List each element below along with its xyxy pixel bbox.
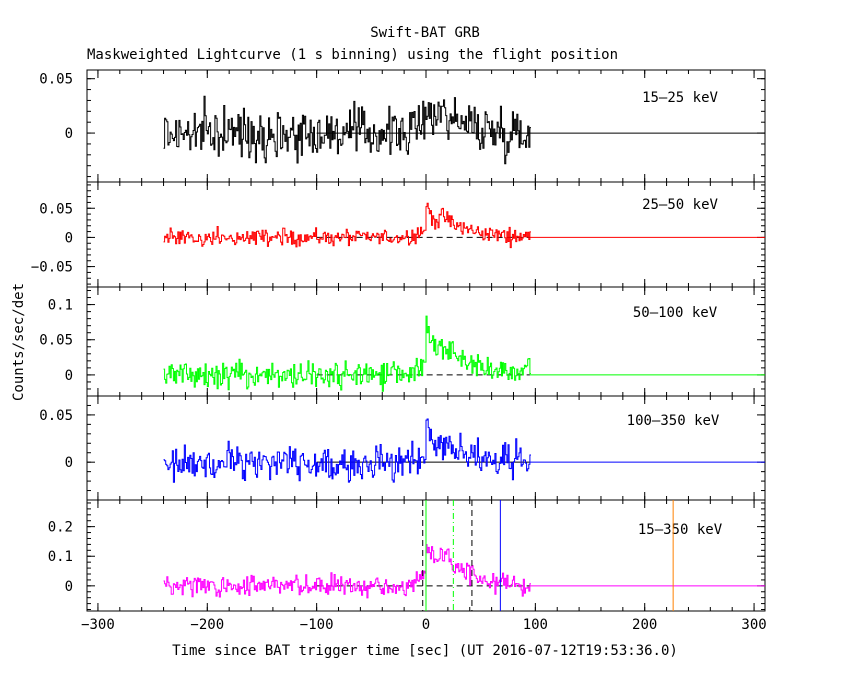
y-tick-label: 0.05 xyxy=(39,333,73,349)
y-tick-label: 0.05 xyxy=(39,201,73,217)
panel-band-label: 15–25 keV xyxy=(642,90,718,106)
panel-band-label: 25–50 keV xyxy=(642,197,718,213)
y-tick-label: 0.1 xyxy=(48,298,73,314)
y-tick-label: 0 xyxy=(65,230,73,246)
y-axis-label: Counts/sec/det xyxy=(11,283,27,401)
y-tick-label: 0 xyxy=(65,368,73,384)
y-tick-label: −0.05 xyxy=(31,260,73,276)
x-tick-label: 200 xyxy=(632,617,657,633)
y-tick-label: 0 xyxy=(65,455,73,471)
panel-band-label: 50–100 keV xyxy=(633,305,718,321)
panel-25-50-kev: 25–50 keV −0.05 0 0.05 xyxy=(31,181,766,288)
x-tick-label: 300 xyxy=(741,617,766,633)
y-tick-label: 0.1 xyxy=(48,549,73,565)
x-tick-label: 100 xyxy=(523,617,548,633)
chart-subtitle: Maskweighted Lightcurve (1 s binning) us… xyxy=(87,47,618,63)
panel-100-350-kev: 100–350 keV 0 0.05 xyxy=(39,395,766,501)
lightcurve-line xyxy=(163,315,531,392)
x-tick-label: −100 xyxy=(300,617,334,633)
y-tick-label: 0.05 xyxy=(39,408,73,424)
panel-band-label: 15–350 keV xyxy=(638,522,723,538)
y-tick-label: 0.05 xyxy=(39,72,73,88)
lightcurve-line xyxy=(163,95,531,165)
panel-15-350-kev: 15–350 keV 0 0.1 0.2 xyxy=(48,499,766,612)
panel-50-100-kev: 50–100 keV 0 0.05 0.1 xyxy=(39,286,766,397)
lightcurve-line xyxy=(163,202,531,249)
y-tick-label: 0 xyxy=(65,579,73,595)
x-tick-label: −300 xyxy=(81,617,115,633)
x-tick-labels: −300 −200 −100 0 100 200 300 xyxy=(81,617,767,633)
lightcurve-line xyxy=(163,544,531,599)
y-tick-label: 0 xyxy=(65,126,73,142)
panel-band-label: 100–350 keV xyxy=(627,413,720,429)
x-tick-label: −200 xyxy=(190,617,224,633)
y-tick-label: 0.2 xyxy=(48,520,73,536)
lightcurve-line xyxy=(163,418,531,483)
panel-15-25-kev: 15–25 keV 0 0.05 xyxy=(39,69,766,183)
x-axis-label: Time since BAT trigger time [sec] (UT 20… xyxy=(172,643,678,659)
chart-title: Swift-BAT GRB xyxy=(370,25,480,41)
x-tick-label: 0 xyxy=(422,617,430,633)
